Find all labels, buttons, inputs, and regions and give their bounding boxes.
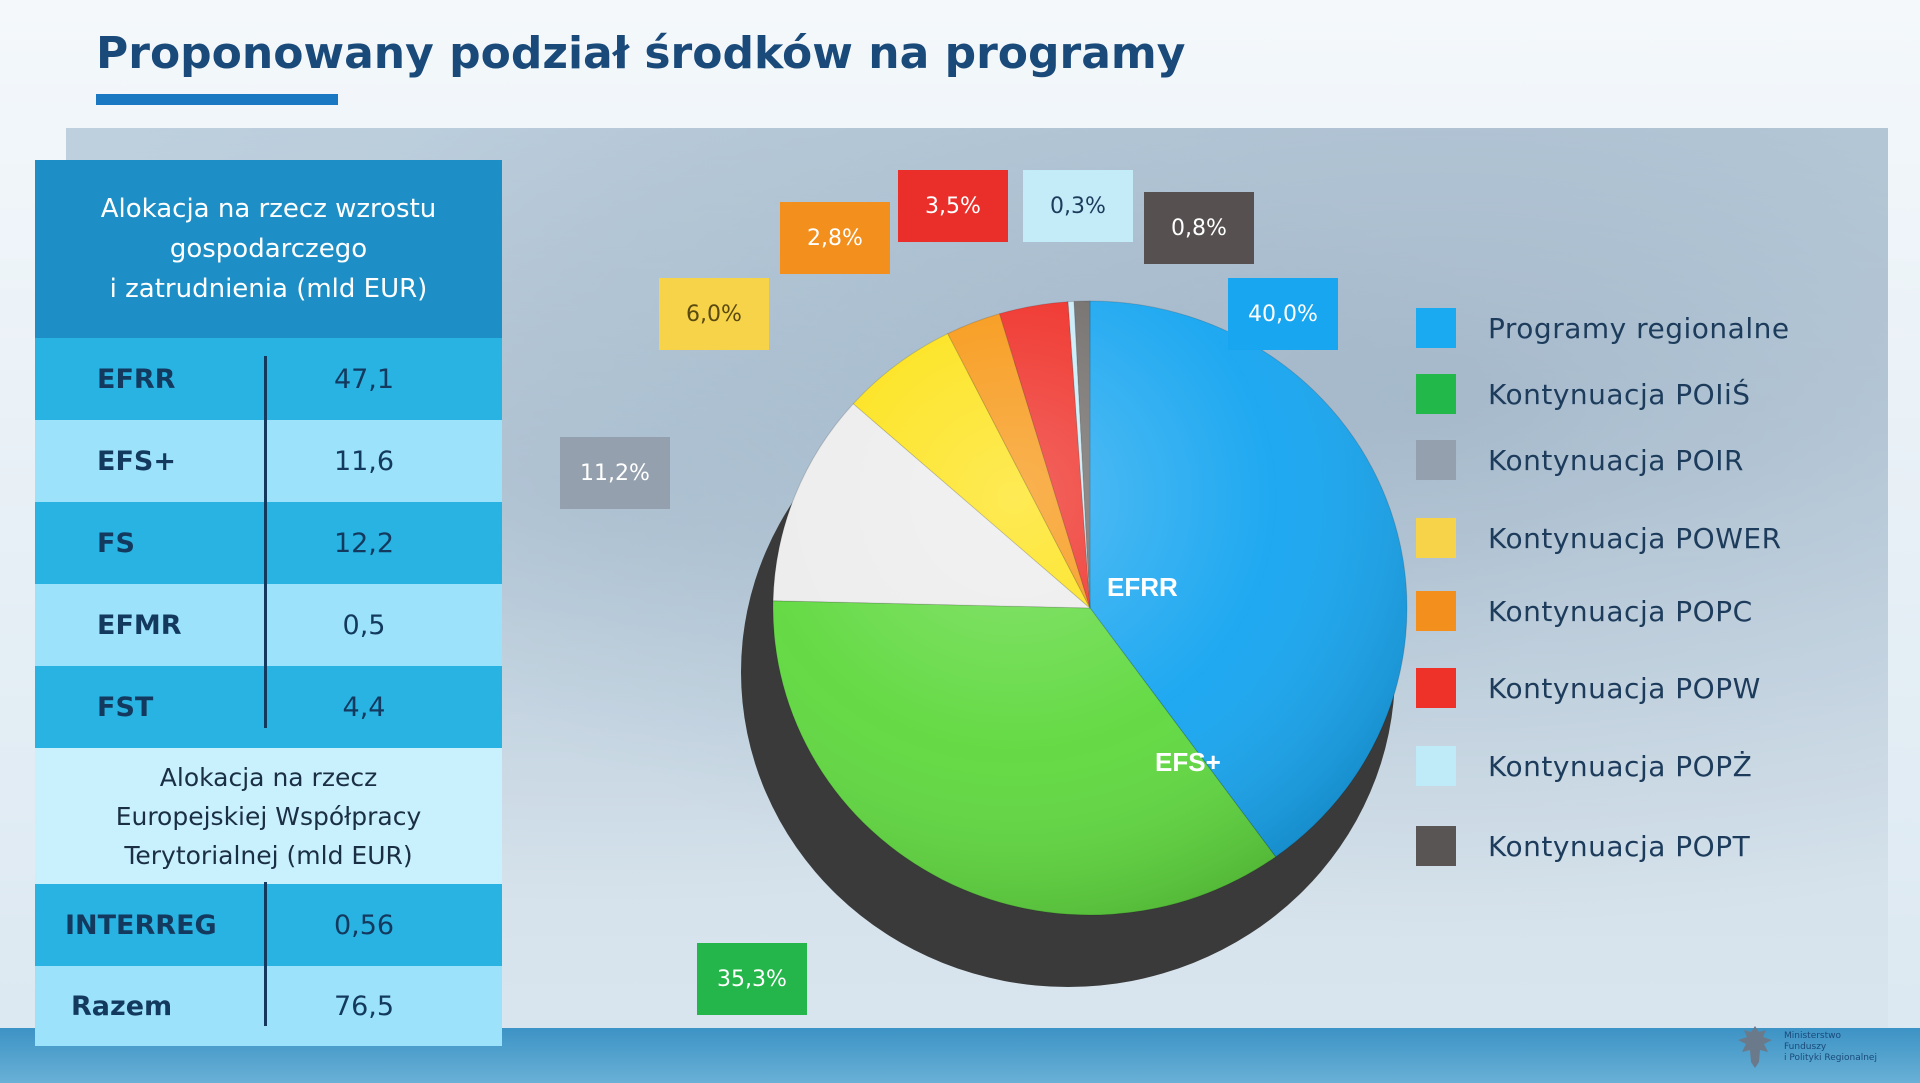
legend-swatch [1416,746,1456,786]
slide-title: Proponowany podział środków na programy [96,28,1186,79]
fund-value: 12,2 [333,527,395,559]
legend-item-popz: Kontynuacja POPŻ [1416,746,1752,786]
pct-label-regionalne: 40,0% [1228,278,1338,350]
legend-item-poir: Kontynuacja POIR [1416,440,1744,480]
annotation-efrr: EFRR [1107,572,1178,602]
table-divider-top [264,356,267,728]
ministry-logo: Ministerstwo Funduszy i Polityki Regiona… [1732,1022,1904,1072]
logo-line: i Polityki Regionalnej [1784,1052,1877,1063]
legend-label: Kontynuacja POPW [1488,671,1761,705]
table-row-fs: FS 12,2 [35,502,502,584]
table-divider-bottom [264,882,267,1026]
fund-label: Razem [71,990,173,1022]
table-row-efs: EFS+ 11,6 [35,420,502,502]
fund-value: 76,5 [333,990,395,1022]
table-header-line-2: gospodarczego [169,234,368,264]
legend-swatch [1416,440,1456,480]
pie-slices [772,300,1408,916]
table-row-efmr: EFMR 0,5 [35,584,502,666]
table-header-line-1: Alokacja na rzecz wzrostu [100,194,437,224]
legend-item-popc: Kontynuacja POPC [1416,591,1753,631]
legend-label: Kontynuacja POWER [1488,521,1782,555]
legend-item-power: Kontynuacja POWER [1416,518,1782,558]
fund-label: FST [97,691,154,723]
pct-label-text: 35,3% [717,966,787,992]
pct-label-text: 0,8% [1171,215,1227,241]
legend-item-popt: Kontynuacja POPT [1416,826,1750,866]
legend-label: Kontynuacja POPT [1488,829,1751,863]
legend-swatch [1416,518,1456,558]
table-row-total: Razem 76,5 [35,966,502,1046]
legend-swatch [1416,308,1456,348]
legend-swatch [1416,374,1456,414]
legend-item-popw: Kontynuacja POPW [1416,668,1761,708]
pct-label-text: 0,3% [1050,193,1106,219]
pct-label-popw: 3,5% [898,170,1008,242]
fund-value: 4,4 [342,691,386,723]
pct-label-popz: 0,3% [1023,170,1133,242]
annotation-efs: EFS+ [1155,747,1221,777]
fund-label: EFRR [97,363,176,395]
legend-label: Kontynuacja POPŻ [1488,749,1753,783]
legend-swatch [1416,668,1456,708]
fund-value: 0,56 [333,909,395,941]
legend-swatch [1416,826,1456,866]
fund-label: EFMR [97,609,182,641]
logo-line: Ministerstwo [1784,1030,1842,1041]
pct-label-popt: 0,8% [1144,192,1254,264]
table-subheader: Alokacja na rzecz Europejskiej Współprac… [35,748,502,884]
legend-label: Programy regionalne [1488,311,1790,345]
logo-text: Ministerstwo Funduszy i Polityki Regiona… [1784,1031,1904,1064]
pct-label-poiis: 35,3% [697,943,807,1015]
pct-label-text: 40,0% [1248,301,1318,327]
pct-label-power: 6,0% [659,278,769,350]
fund-label: EFS+ [97,445,176,477]
pct-label-popc: 2,8% [780,202,890,274]
table-subheader-line-2: Europejskiej Współpracy [115,801,422,831]
table-subheader-line-1: Alokacja na rzecz [159,762,378,792]
table-row-fst: FST 4,4 [35,666,502,748]
table-header: Alokacja na rzecz wzrostu gospodarczego … [35,160,502,338]
fund-label: INTERREG [65,909,217,941]
title-underline [96,94,338,105]
logo-line: Funduszy [1784,1041,1827,1052]
fund-value: 47,1 [333,363,395,395]
fund-label: FS [97,527,135,559]
table-subheader-line-3: Terytorialnej (mld EUR) [124,840,413,870]
legend-label: Kontynuacja POIiŚ [1488,377,1751,411]
fund-value: 11,6 [333,445,395,477]
table-row-interreg: INTERREG 0,56 [35,884,502,966]
legend-swatch [1416,591,1456,631]
legend-item-regionalne: Programy regionalne [1416,308,1790,348]
pct-label-text: 6,0% [686,301,742,327]
legend-label: Kontynuacja POPC [1488,594,1753,628]
pct-label-poir: 11,2% [560,437,670,509]
eagle-icon [1738,1026,1772,1068]
pct-label-text: 3,5% [925,193,981,219]
pct-label-text: 11,2% [580,460,650,486]
fund-value: 0,5 [342,609,386,641]
table-header-line-3: i zatrudnienia (mld EUR) [109,274,428,304]
allocation-table: Alokacja na rzecz wzrostu gospodarczego … [35,160,502,1046]
legend-label: Kontynuacja POIR [1488,443,1744,477]
table-row-efrr: EFRR 47,1 [35,338,502,420]
legend-item-poiis: Kontynuacja POIiŚ [1416,374,1751,414]
pct-label-text: 2,8% [807,225,863,251]
